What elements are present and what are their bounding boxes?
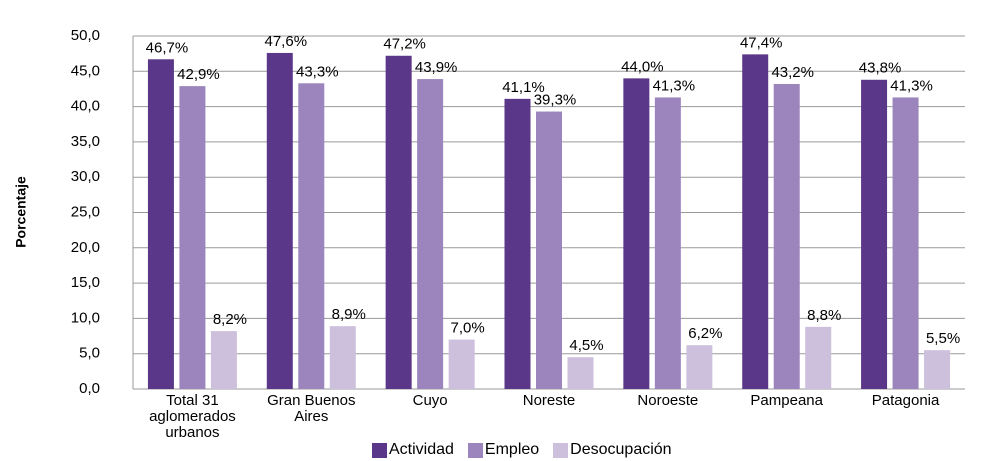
y-tick-label: 20,0 — [71, 239, 100, 256]
bar — [385, 55, 412, 389]
value-label: 41,3% — [653, 77, 696, 94]
value-label: 6,2% — [688, 325, 722, 342]
y-tick-label: 10,0 — [71, 309, 100, 326]
value-label: 47,4% — [740, 34, 783, 51]
value-label: 8,2% — [213, 311, 247, 328]
y-tick-label: 35,0 — [71, 133, 100, 150]
x-tick-label: Gran Buenos Aires — [267, 392, 356, 425]
value-label: 8,9% — [332, 306, 366, 323]
legend-label: Actividad — [389, 441, 454, 458]
y-tick-label: 30,0 — [71, 168, 100, 185]
y-tick-label: 45,0 — [71, 62, 100, 79]
bar — [567, 357, 594, 389]
y-axis-label: Porcentaje — [13, 176, 29, 248]
value-label: 41,1% — [502, 79, 545, 96]
bar — [773, 84, 800, 390]
bar — [448, 339, 475, 389]
bar — [536, 111, 562, 390]
bar — [654, 97, 681, 389]
bar — [892, 97, 919, 389]
bar — [686, 345, 713, 389]
legend-label: Desocupación — [570, 441, 672, 458]
bar — [417, 79, 444, 389]
value-label: 7,0% — [451, 320, 485, 337]
x-tick-label: Noreste — [522, 392, 576, 409]
value-label: 4,5% — [569, 337, 603, 354]
legend-swatch — [467, 442, 483, 458]
legend-item: Desocupación — [553, 441, 672, 459]
y-tick-label: 15,0 — [71, 274, 100, 291]
y-tick-label: 50,0 — [71, 27, 100, 44]
value-label: 46,7% — [146, 39, 189, 56]
value-label: 43,8% — [859, 60, 902, 77]
value-label: 8,8% — [807, 307, 841, 324]
value-label: 41,3% — [890, 77, 933, 94]
bar — [329, 326, 356, 389]
bar — [623, 78, 650, 390]
value-label: 47,2% — [383, 36, 426, 53]
legend-swatch — [553, 442, 569, 458]
y-tick-label: 40,0 — [71, 98, 100, 115]
y-tick-label: 0,0 — [79, 380, 100, 397]
bar — [742, 54, 769, 390]
bar — [861, 79, 888, 389]
value-label: 44,0% — [621, 58, 664, 75]
x-tick-label: Total 31 aglomerados urbanos — [149, 392, 236, 441]
value-label: 42,9% — [177, 66, 220, 83]
x-tick-label: Patagonia — [871, 392, 940, 409]
y-tick-label: 5,0 — [79, 345, 100, 362]
bar — [805, 326, 832, 389]
value-label: 39,3% — [534, 92, 577, 109]
value-label: 43,2% — [771, 64, 814, 81]
legend: Actividad Empleo Desocupación — [372, 441, 672, 459]
legend-label: Empleo — [484, 441, 540, 458]
value-label: 43,3% — [296, 63, 339, 80]
legend-item: Actividad — [372, 441, 454, 459]
bar — [179, 86, 206, 389]
value-label: 5,5% — [926, 330, 960, 347]
legend-swatch — [372, 442, 387, 458]
x-tick-label: Pampeana — [750, 392, 823, 409]
bar — [210, 331, 237, 389]
bar — [924, 350, 951, 389]
x-tick-label: Noroeste — [637, 392, 699, 409]
bar — [147, 59, 174, 389]
bar — [298, 83, 325, 389]
legend-item: Empleo — [467, 441, 540, 459]
x-tick-label: Cuyo — [412, 392, 448, 409]
value-label: 43,9% — [415, 59, 458, 76]
bar — [266, 52, 293, 389]
value-label: 47,6% — [265, 33, 308, 50]
bar — [504, 98, 531, 390]
y-tick-label: 25,0 — [71, 203, 100, 220]
